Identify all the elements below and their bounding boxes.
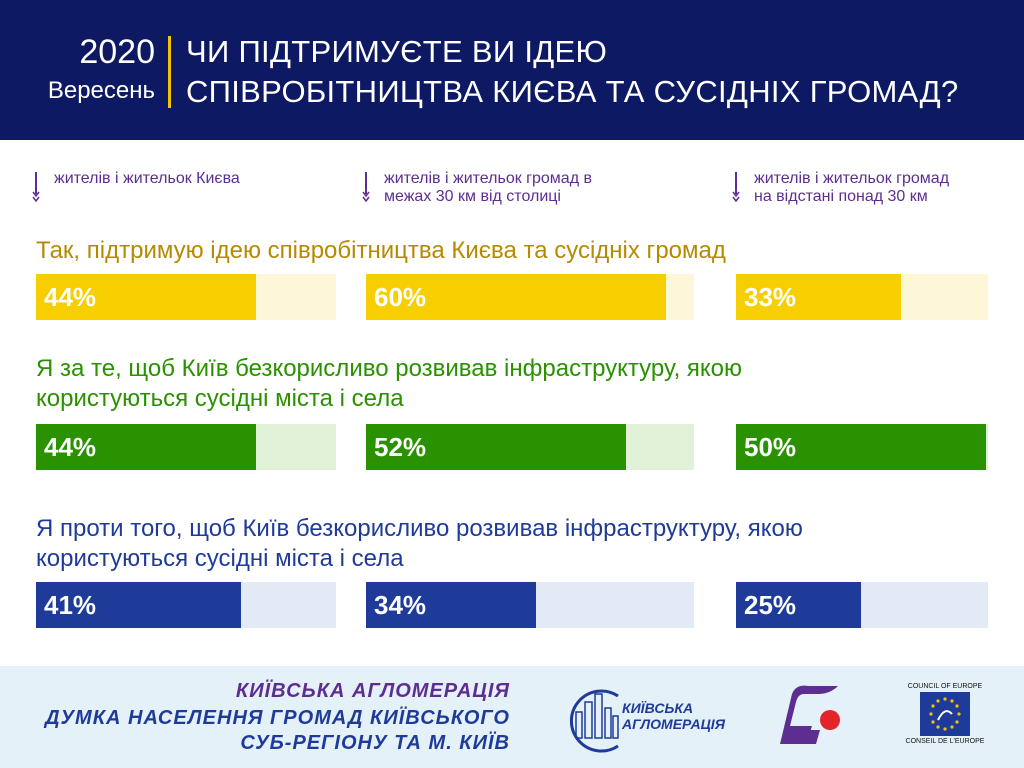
footer-subtitle: ДУМКА НАСЕЛЕННЯ ГРОМАД КИЇВСЬКОГО СУБ-РЕ… [30, 706, 510, 756]
bar [366, 274, 666, 320]
bar-track: 34% [366, 582, 694, 628]
logo-text-line-2: АГЛОМЕРАЦІЯ [622, 716, 725, 732]
bar-track: 33% [736, 274, 988, 320]
group-label-kyiv: жителів і жительок Києва [32, 170, 240, 204]
coe-label-bottom: CONSEIL DE L'EUROPE [905, 738, 985, 745]
bar-value-label: 25% [744, 590, 797, 620]
footer-subtitle-line-1: ДУМКА НАСЕЛЕННЯ ГРОМАД КИЇВСЬКОГО [45, 707, 510, 729]
question-2-label: Я за те, щоб Київ безкорисливо розвивав … [36, 354, 996, 414]
bar-value-label: 44% [44, 282, 97, 312]
group-label-line-2: межах 30 км від столиці [384, 188, 561, 205]
survey-year: 2020 [79, 33, 155, 71]
question-1-text: Так, підтримую ідею співробітництва Києв… [36, 237, 726, 264]
kyiv-agglomeration-logo-icon [569, 689, 619, 753]
title-line-1: ЧИ ПІДТРИМУЄТЕ ВИ ІДЕЮ [186, 34, 608, 69]
header-divider [168, 36, 171, 108]
question-3-text-line-1: Я проти того, щоб Київ безкорисливо розв… [36, 515, 803, 542]
arrow-down-icon [732, 172, 740, 203]
logo-text-line-1: КИЇВСЬКА [622, 700, 694, 716]
footer [0, 666, 1024, 768]
bar [736, 274, 901, 320]
page-title: ЧИ ПІДТРИМУЄТЕ ВИ ІДЕЮ СПІВРОБІТНИЦТВА К… [186, 32, 1006, 112]
bar-value-label: 44% [44, 432, 97, 462]
bar-track: 25% [736, 582, 988, 628]
bar [366, 582, 536, 628]
bar-value-label: 34% [374, 590, 427, 620]
group-label-line-1: жителів і жительок Києва [54, 170, 240, 187]
arrow-down-icon [362, 172, 370, 203]
bar-track: 44% [36, 274, 336, 320]
bar-track: 41% [36, 582, 336, 628]
partner-logo-icon [780, 685, 840, 744]
bar-track: 44% [36, 424, 336, 470]
question-1-label: Так, підтримую ідею співробітництва Києв… [36, 236, 996, 266]
footer-project-title: КИЇВСЬКА АГЛОМЕРАЦІЯ [235, 680, 510, 702]
bar [36, 274, 256, 320]
question-3-text-line-2: користуються сусідні міста і села [36, 545, 404, 572]
bar [366, 424, 626, 470]
title-line-2: СПІВРОБІТНИЦТВА КИЄВА ТА СУСІДНІХ ГРОМАД… [186, 74, 959, 109]
survey-month: Вересень [47, 77, 155, 104]
group-label-within-30km: жителів і жительок громад в межах 30 км … [362, 170, 592, 206]
bar-value-label: 33% [744, 282, 797, 312]
bar-track: 60% [366, 274, 694, 320]
bar [36, 424, 256, 470]
header-banner: 2020 Вересень ЧИ ПІДТРИМУЄТЕ ВИ ІДЕЮ СПІ… [0, 0, 1024, 140]
arrow-down-icon [32, 172, 40, 203]
bar [36, 582, 241, 628]
kyiv-agglomeration-logo-text: КИЇВСЬКА АГЛОМЕРАЦІЯ [622, 700, 725, 732]
question-3-label: Я проти того, щоб Київ безкорисливо розв… [36, 514, 996, 574]
group-label-beyond-30km: жителів і жительок громад на відстані по… [732, 170, 949, 206]
question-2-text-line-2: користуються сусідні міста і села [36, 385, 404, 412]
bar-value-label: 50% [744, 432, 797, 462]
bar-track: 52% [366, 424, 694, 470]
bar-value-label: 60% [374, 282, 427, 312]
council-of-europe-flag-icon [920, 692, 970, 736]
group-label-line-1: жителів і жительок громад в [384, 170, 592, 187]
bar-track: 50% [736, 424, 988, 470]
bar-value-label: 41% [44, 590, 97, 620]
bar-value-label: 52% [374, 432, 427, 462]
coe-label-top: COUNCIL OF EUROPE [907, 683, 983, 690]
group-label-line-1: жителів і жительок громад [754, 170, 950, 187]
footer-subtitle-line-2: СУБ-РЕГІОНУ ТА М. КИЇВ [240, 732, 510, 754]
question-2-text-line-1: Я за те, щоб Київ безкорисливо розвивав … [36, 355, 743, 382]
bar [736, 424, 986, 470]
group-label-line-2: на відстані понад 30 км [754, 188, 928, 205]
bar [736, 582, 861, 628]
